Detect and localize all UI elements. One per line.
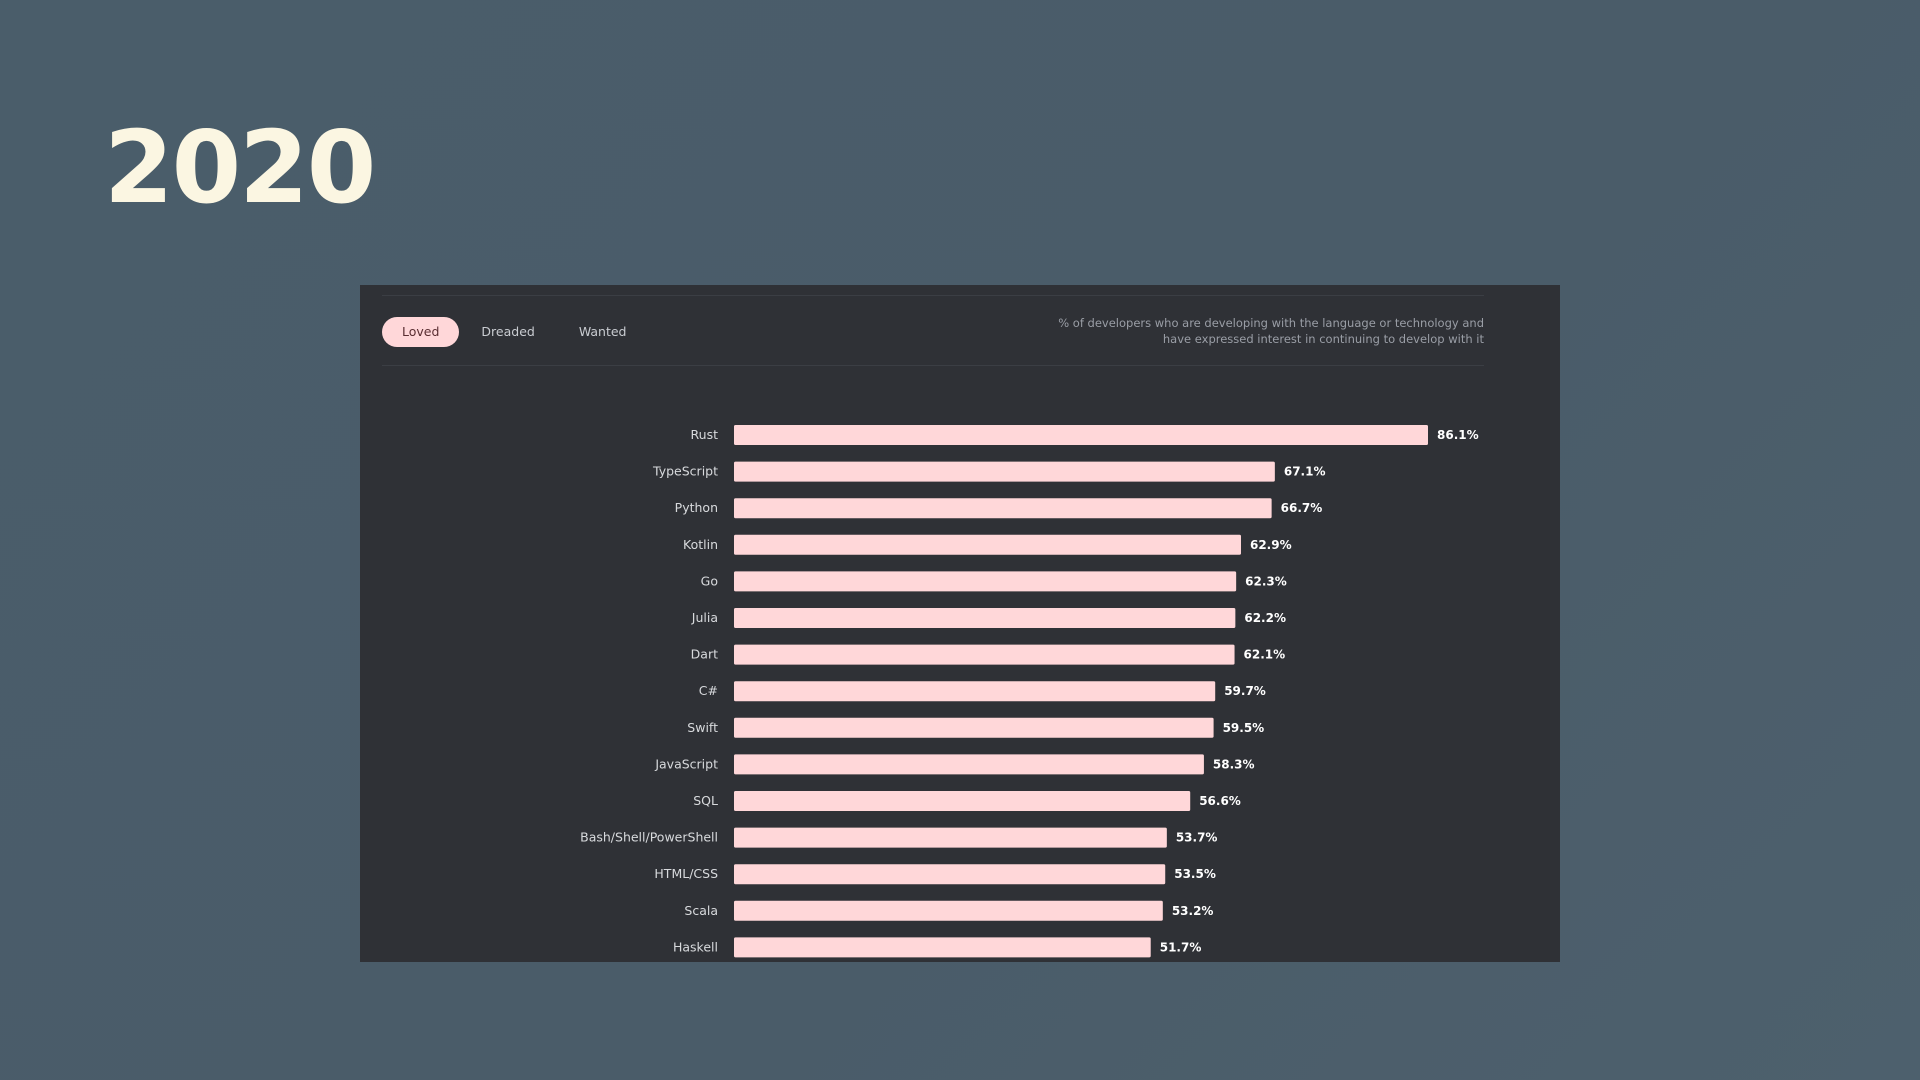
category-label: SQL	[693, 793, 718, 808]
value-label: 67.1%	[1284, 465, 1326, 479]
bar[interactable]	[734, 864, 1166, 885]
value-label: 86.1%	[1437, 428, 1479, 442]
bar[interactable]	[734, 461, 1275, 482]
bar[interactable]	[734, 717, 1214, 738]
category-label: Go	[701, 573, 718, 588]
bar[interactable]	[734, 827, 1167, 848]
category-label: Swift	[687, 720, 718, 735]
category-label: Julia	[691, 610, 718, 625]
value-label: 51.7%	[1160, 940, 1202, 954]
category-label: JavaScript	[654, 756, 718, 771]
category-label: Python	[675, 500, 718, 515]
category-label: HTML/CSS	[654, 866, 718, 881]
category-label: Dart	[691, 647, 718, 662]
value-label: 56.6%	[1199, 794, 1241, 808]
value-label: 58.3%	[1213, 757, 1255, 771]
value-label: 59.5%	[1223, 721, 1265, 735]
value-label: 53.5%	[1174, 867, 1216, 881]
bar[interactable]	[734, 571, 1237, 592]
value-label: 53.7%	[1176, 831, 1218, 845]
value-label: 59.7%	[1224, 684, 1266, 698]
category-label: Kotlin	[683, 537, 718, 552]
category-label: Rust	[691, 427, 719, 442]
bar-chart: Rust 86.1% TypeScript 67.1% Python 66.7% Kotli…	[580, 425, 1479, 958]
tab-wanted[interactable]: Wanted	[578, 324, 627, 339]
bar[interactable]	[734, 498, 1272, 519]
value-label: 62.1%	[1244, 648, 1286, 662]
category-label: Bash/Shell/PowerShell	[580, 830, 718, 845]
value-label: 62.9%	[1250, 538, 1292, 552]
tab-loved[interactable]: Loved	[382, 317, 460, 347]
bar[interactable]	[734, 791, 1191, 811]
value-label: 53.2%	[1172, 904, 1214, 918]
category-label: TypeScript	[652, 464, 718, 479]
bar[interactable]	[734, 681, 1216, 702]
bar[interactable]	[734, 937, 1151, 958]
chart-description: % of developers who are developing with …	[1058, 316, 1484, 346]
chart-panel: Loved Dreaded Wanted % of developers who…	[360, 285, 1560, 962]
top-divider	[382, 295, 1484, 296]
bar[interactable]	[734, 644, 1235, 665]
category-label: Haskell	[673, 939, 718, 954]
bar[interactable]	[734, 534, 1241, 555]
bar[interactable]	[734, 754, 1204, 775]
category-label: C#	[699, 683, 718, 698]
header-divider	[382, 365, 1484, 366]
bar[interactable]	[734, 900, 1163, 921]
bar[interactable]	[734, 608, 1236, 628]
category-label: Scala	[684, 903, 718, 918]
value-label: 62.3%	[1245, 574, 1287, 588]
slide-title: 2020	[104, 109, 376, 226]
bar[interactable]	[734, 425, 1428, 445]
tab-dreaded[interactable]: Dreaded	[481, 324, 535, 339]
value-label: 66.7%	[1281, 501, 1323, 515]
value-label: 62.2%	[1244, 611, 1286, 625]
tab-bar: Loved Dreaded Wanted	[382, 317, 649, 347]
